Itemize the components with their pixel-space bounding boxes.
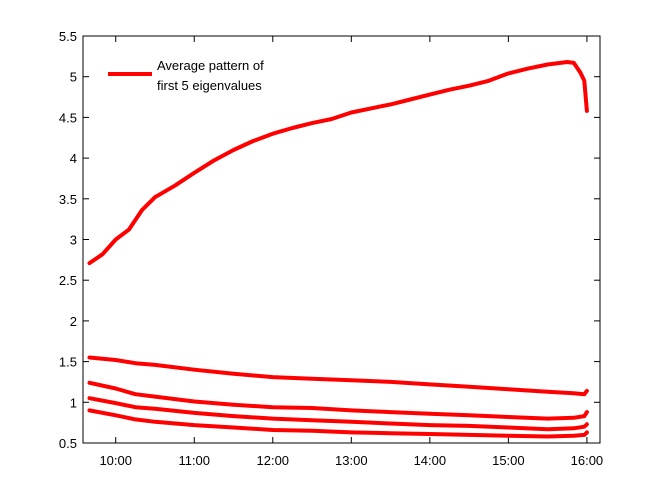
x-tick-label: 10:00 (99, 453, 132, 468)
y-tick-label: 2 (70, 314, 77, 329)
plot-frame (82, 35, 601, 444)
y-tick-label: 4 (70, 151, 77, 166)
x-tick-label: 14:00 (414, 453, 447, 468)
y-tick-label: 5 (70, 70, 77, 85)
x-tick-label: 13:00 (335, 453, 368, 468)
x-tick-label: 11:00 (178, 453, 210, 468)
x-tick-label: 12:00 (257, 453, 290, 468)
series-line-4 (87, 396, 589, 432)
legend-label-line-2: first 5 eigenvalues (157, 78, 262, 93)
series-layer (87, 60, 589, 439)
y-tick-label: 4.5 (59, 110, 77, 125)
y-tick-label: 3.5 (59, 192, 77, 207)
series-line-3 (87, 380, 589, 421)
y-tick-label: 1.5 (59, 355, 77, 370)
y-tick-label: 2.5 (59, 273, 77, 288)
y-tick-label: 0.5 (59, 436, 77, 451)
y-tick-label: 1 (70, 395, 77, 410)
y-tick-label: 5.5 (59, 29, 77, 44)
y-tick-label: 3 (70, 233, 77, 248)
plot-border (82, 35, 601, 444)
series-line-1 (87, 60, 589, 266)
legend: Average pattern of first 5 eigenvalues (108, 58, 264, 93)
y-axis: 0.5 1 1.5 2 2.5 3 3.5 4 4.5 5 5.5 (59, 29, 600, 451)
x-tick-label: 15:00 (492, 453, 525, 468)
x-tick-label: 16:00 (571, 453, 604, 468)
x-axis: 10:00 11:00 12:00 13:00 14:00 15:00 16:00 (99, 36, 603, 468)
series-line-2 (87, 355, 589, 397)
legend-label-line-1: Average pattern of (157, 58, 264, 73)
series-line-5 (87, 408, 589, 439)
